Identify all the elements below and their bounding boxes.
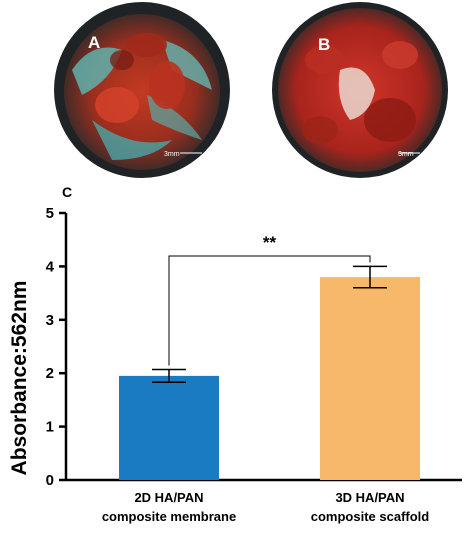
category-label-2-line-2: composite scaffold — [311, 509, 430, 524]
bar-2 — [320, 277, 420, 480]
y-tick-label: 4 — [46, 258, 55, 275]
photo-a-image: A 3mm — [54, 2, 230, 178]
photo-panel-b: B 3mm — [270, 0, 450, 180]
y-tick-label: 1 — [46, 419, 54, 436]
photo-a-scale-label: 3mm — [164, 151, 180, 158]
photo-b-scale-label: 3mm — [398, 151, 414, 158]
y-tick-label: 5 — [46, 205, 54, 222]
photo-panel-a: A 3mm — [52, 0, 232, 180]
absorbance-bar-chart: C Absorbance:562nm 0 1 2 3 4 5 2D HA/PAN compos… — [8, 184, 462, 524]
y-tick-label: 3 — [46, 312, 54, 329]
significance-bracket — [168, 255, 371, 366]
panel-label-c: C — [62, 184, 72, 200]
y-tick-label: 2 — [46, 365, 54, 382]
category-label-1-line-1: 2D HA/PAN — [134, 490, 203, 505]
y-tick-label: 0 — [46, 472, 54, 489]
y-axis-title: Absorbance:562nm — [8, 281, 31, 476]
category-label-2-line-1: 3D HA/PAN — [335, 490, 404, 505]
photo-a-panel-letter: A — [88, 33, 100, 52]
category-label-1-line-2: composite membrane — [102, 509, 236, 524]
photo-b-panel-letter: B — [318, 35, 330, 54]
bar-1 — [119, 375, 219, 480]
significance-label: ** — [263, 233, 277, 252]
plot-area: 0 1 2 3 4 5 2D HA/PAN composite membrane 3D HA/P… — [46, 205, 462, 524]
photo-b-image: B 3mm — [272, 2, 448, 178]
